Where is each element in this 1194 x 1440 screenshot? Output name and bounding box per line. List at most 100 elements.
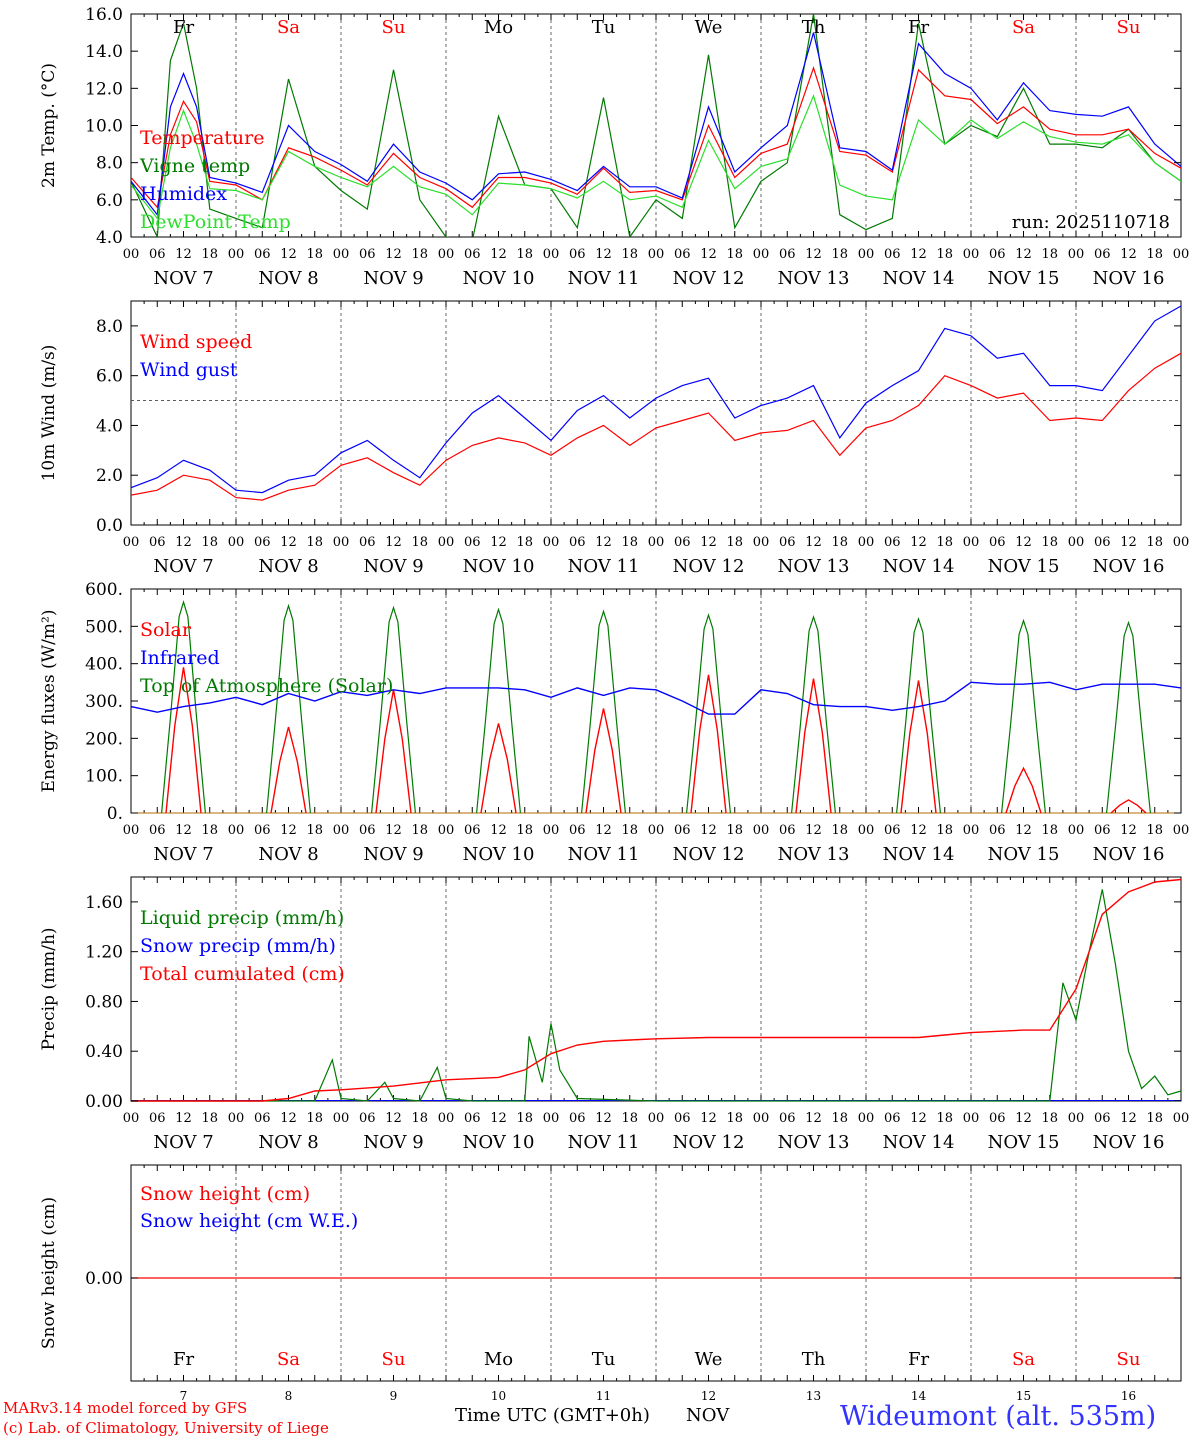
hour-tick-label: 18 <box>621 1111 638 1126</box>
series-wind-speed <box>130 352 1182 501</box>
hour-tick-label: 00 <box>648 535 665 550</box>
date-label: NOV 9 <box>363 556 423 577</box>
y-tick-label: 0. <box>107 804 123 824</box>
panel-snow: Snow height (cm) 0.00 Snow height (cm) Snow… <box>39 1164 1182 1403</box>
hour-tick-label: 12 <box>700 1111 717 1126</box>
weekday-label: Th <box>802 17 826 38</box>
hour-tick-label: 18 <box>726 535 743 550</box>
date-label: NOV 9 <box>363 844 423 865</box>
hour-tick-label: 12 <box>910 1111 927 1126</box>
date-label: NOV 9 <box>363 1132 423 1153</box>
wind-frame <box>130 300 1182 526</box>
hour-tick-label: 00 <box>858 535 875 550</box>
hour-tick-label: 18 <box>936 823 953 838</box>
legend-dewpoint-temp: DewPoint Temp <box>140 211 291 233</box>
hour-tick-label: 00 <box>333 1111 350 1126</box>
date-label: NOV 9 <box>363 268 423 289</box>
hour-tick-label: 00 <box>123 1111 140 1126</box>
weekday-label: Tu <box>592 1349 616 1370</box>
panel-flux: 00 06 12 18 00 06 12 18 00 06 12 18 00 06 12 18 00 06 12 18… <box>39 580 1189 865</box>
hour-tick-label: 06 <box>779 823 796 838</box>
hour-tick-label: 12 <box>595 535 612 550</box>
hour-tick-label: 00 <box>753 535 770 550</box>
hour-tick-label: 06 <box>674 823 691 838</box>
hour-tick-label: 06 <box>989 247 1006 262</box>
hour-tick-label: 06 <box>254 247 271 262</box>
series-vigne-temp <box>131 14 1181 237</box>
hour-tick-label: 12 <box>385 1111 402 1126</box>
hour-tick-label: 18 <box>516 247 533 262</box>
legend-infrared: Infrared <box>140 647 220 669</box>
y-tick-label: 600. <box>85 580 123 600</box>
weekday-label: Fr <box>908 17 929 38</box>
day-number: 7 <box>180 1389 188 1403</box>
hour-tick-label: 12 <box>1120 535 1137 550</box>
hour-tick-label: 18 <box>726 1111 743 1126</box>
hour-tick-label: 06 <box>674 535 691 550</box>
hour-tick-label: 06 <box>464 535 481 550</box>
hour-tick-label: 06 <box>989 535 1006 550</box>
hour-tick-label: 18 <box>516 535 533 550</box>
hour-tick-label: 00 <box>963 823 980 838</box>
hour-tick-label: 12 <box>595 823 612 838</box>
hour-tick-label: 00 <box>333 535 350 550</box>
hour-tick-label: 06 <box>359 1111 376 1126</box>
hour-tick-label: 06 <box>884 535 901 550</box>
y-tick-label: 6.0 <box>96 367 123 387</box>
weekday-label: Sa <box>1012 17 1035 38</box>
temp-series-group <box>131 14 1181 237</box>
hour-tick-label: 06 <box>464 1111 481 1126</box>
hour-tick-label: 12 <box>1015 247 1032 262</box>
hour-tick-label: 18 <box>201 535 218 550</box>
y-tick-label: 200. <box>85 729 123 749</box>
hour-tick-label: 12 <box>385 247 402 262</box>
hour-tick-label: 06 <box>569 1111 586 1126</box>
date-label: NOV 8 <box>258 268 318 289</box>
hour-tick-label: 12 <box>1015 535 1032 550</box>
station-name: Wideumont (alt. 535m) <box>840 1401 1157 1432</box>
y-tick-label: 1.20 <box>85 943 123 963</box>
legend-snow-height-cm-w-e-: Snow height (cm W.E.) <box>140 1210 358 1232</box>
y-tick-label: 12.0 <box>85 79 123 99</box>
y-tick-label: 16.0 <box>85 5 123 25</box>
hour-tick-label: 00 <box>438 823 455 838</box>
hour-tick-label: 12 <box>805 535 822 550</box>
hour-tick-label: 00 <box>228 247 245 262</box>
date-label: NOV 13 <box>778 1132 850 1153</box>
day-number: 13 <box>806 1389 821 1403</box>
hour-tick-label: 06 <box>254 823 271 838</box>
lab-credit: (c) Lab. of Climatology, University of L… <box>3 1419 329 1437</box>
legend-humidex: Humidex <box>140 183 227 205</box>
hour-tick-label: 06 <box>254 1111 271 1126</box>
x-axis-month: NOV <box>686 1405 730 1426</box>
hour-tick-label: 18 <box>831 535 848 550</box>
hour-tick-label: 00 <box>543 823 560 838</box>
series-total-cumulated <box>131 878 1182 1102</box>
hour-tick-label: 12 <box>280 823 297 838</box>
hour-tick-label: 18 <box>1041 535 1058 550</box>
hour-tick-label: 18 <box>831 1111 848 1126</box>
date-label: NOV 15 <box>988 556 1060 577</box>
hour-tick-label: 00 <box>858 1111 875 1126</box>
hour-tick-label: 06 <box>884 1111 901 1126</box>
weekday-label: Mo <box>484 17 513 38</box>
hour-tick-label: 18 <box>1146 823 1163 838</box>
weekday-label: Sa <box>277 1349 300 1370</box>
hour-tick-label: 12 <box>490 535 507 550</box>
hour-tick-label: 00 <box>858 823 875 838</box>
hour-tick-label: 06 <box>779 1111 796 1126</box>
series-liquid-precip <box>131 889 1182 1102</box>
hour-tick-label: 12 <box>910 535 927 550</box>
hour-tick-label: 12 <box>805 823 822 838</box>
hour-tick-label: 00 <box>963 1111 980 1126</box>
panel-temp: 00 06 12 18 00 06 12 18 00 06 12 18 00 06 12 18 00 06 12 18… <box>39 5 1189 289</box>
series-humidex <box>131 32 1181 217</box>
weekday-label: Th <box>802 1349 826 1370</box>
hour-tick-label: 18 <box>411 247 428 262</box>
legend-snow-precip-mm-h-: Snow precip (mm/h) <box>140 935 336 957</box>
hour-tick-label: 06 <box>989 823 1006 838</box>
y-tick-label: 4.0 <box>96 228 123 248</box>
hour-tick-label: 18 <box>621 823 638 838</box>
legend-temperature: Temperature <box>140 127 264 149</box>
y-tick-label: 0.00 <box>85 1269 123 1289</box>
